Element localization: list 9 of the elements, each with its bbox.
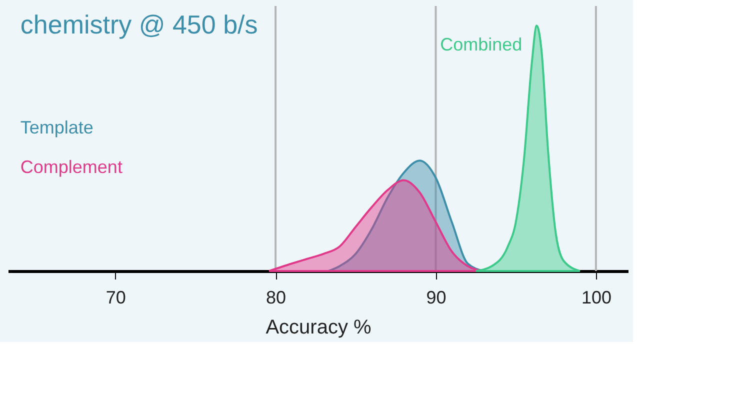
x-axis-title: Accuracy % <box>266 316 372 338</box>
x-tick-label: 100 <box>581 288 612 308</box>
x-tick-label: 80 <box>266 288 286 308</box>
x-tick-label: 70 <box>106 288 126 308</box>
x-tick-label: 90 <box>426 288 446 308</box>
text: Template <box>20 118 94 138</box>
series-label: Combined <box>440 34 522 54</box>
text: Complement <box>20 156 122 177</box>
chart-title: chemistry @ 450 b/s <box>20 10 258 40</box>
